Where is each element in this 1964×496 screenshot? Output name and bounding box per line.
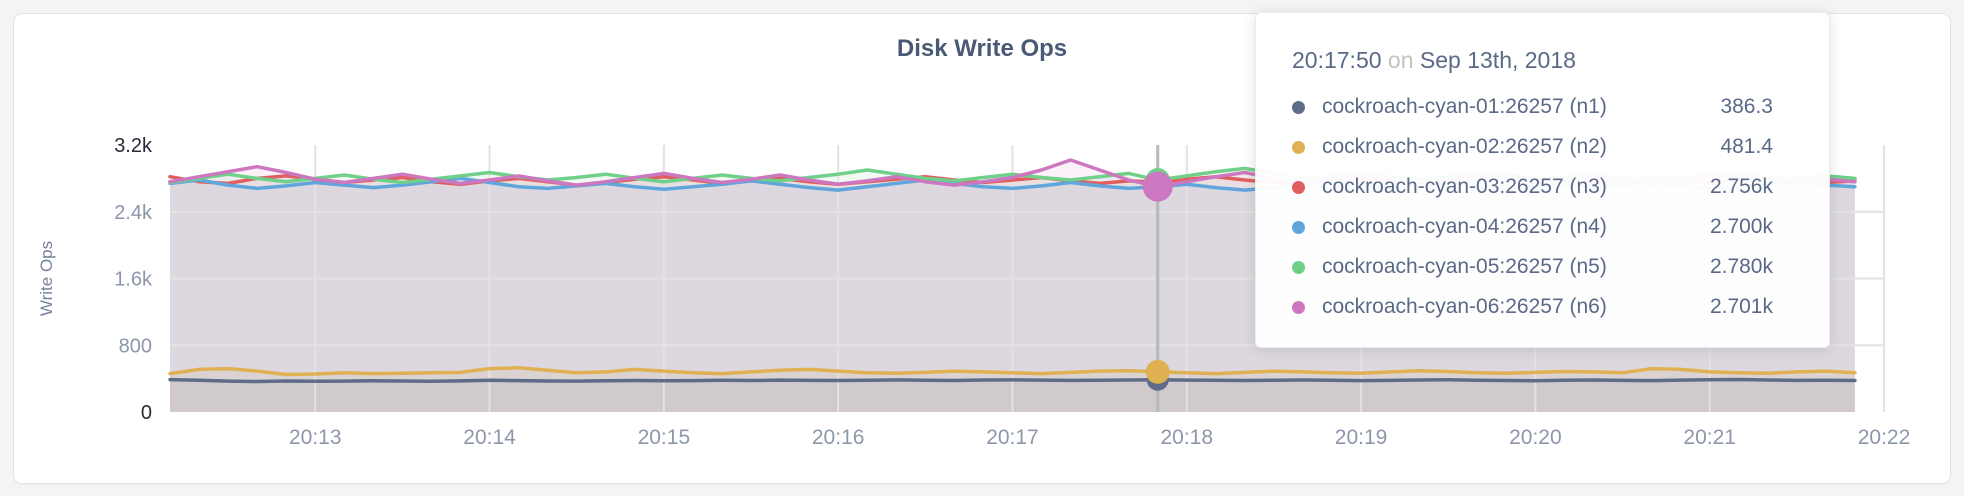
tooltip-row: cockroach-cyan-06:26257 (n6) 2.701k xyxy=(1292,287,1773,327)
series-label: cockroach-cyan-02:26257 (n2) xyxy=(1322,135,1607,158)
series-value: 481.4 xyxy=(1720,135,1773,158)
tooltip-row: cockroach-cyan-01:26257 (n1) 386.3 xyxy=(1292,87,1773,127)
series-label: cockroach-cyan-04:26257 (n4) xyxy=(1322,215,1607,238)
tooltip-row: cockroach-cyan-03:26257 (n3) 2.756k xyxy=(1292,167,1773,207)
y-axis-title: Write Ops xyxy=(37,241,56,316)
hover-point-n6 xyxy=(1142,171,1173,202)
series-color-dot xyxy=(1292,100,1305,114)
series-line-2 xyxy=(168,366,1857,377)
series-label: cockroach-cyan-03:26257 (n3) xyxy=(1322,175,1607,198)
tooltip-separator: on xyxy=(1387,47,1414,73)
x-tick-label: 20:16 xyxy=(812,426,865,449)
y-tick-label: 800 xyxy=(119,335,152,357)
x-tick-label: 20:19 xyxy=(1335,426,1388,449)
series-color-dot xyxy=(1292,300,1305,314)
series-value: 2.780k xyxy=(1709,255,1773,278)
series-value: 2.700k xyxy=(1709,215,1773,238)
series-color-dot xyxy=(1292,260,1305,274)
series-label: cockroach-cyan-05:26257 (n5) xyxy=(1322,255,1607,278)
series-color-dot xyxy=(1292,220,1305,234)
tooltip-date: Sep 13th, 2018 xyxy=(1419,47,1576,73)
tooltip-row: cockroach-cyan-02:26257 (n2) 481.4 xyxy=(1292,127,1773,167)
series-label: cockroach-cyan-01:26257 (n1) xyxy=(1322,95,1607,118)
series-label: cockroach-cyan-06:26257 (n6) xyxy=(1322,295,1607,318)
x-tick-label: 20:20 xyxy=(1509,426,1562,449)
tooltip-series-list: cockroach-cyan-01:26257 (n1) 386.3 cockroa… xyxy=(1292,87,1773,327)
y-tick-label: 0 xyxy=(141,402,152,424)
x-tick-label: 20:21 xyxy=(1683,426,1736,449)
series-color-dot xyxy=(1292,140,1305,154)
x-tick-label: 20:15 xyxy=(638,426,691,449)
y-tick-label: 3.2k xyxy=(114,135,153,157)
x-tick-label: 20:17 xyxy=(986,426,1039,449)
tooltip-row: cockroach-cyan-05:26257 (n5) 2.780k xyxy=(1292,247,1773,287)
tooltip-time: 20:17:50 xyxy=(1292,47,1382,73)
x-tick-label: 20:13 xyxy=(289,426,342,449)
series-value: 2.701k xyxy=(1709,295,1773,318)
hover-point-n2 xyxy=(1145,359,1170,384)
y-tick-label: 1.6k xyxy=(114,269,153,291)
chart-title: Disk Write Ops xyxy=(896,35,1068,62)
x-tick-label: 20:22 xyxy=(1858,426,1911,449)
x-tick-label: 20:14 xyxy=(463,426,516,449)
x-tick-label: 20:18 xyxy=(1160,426,1213,449)
y-tick-label: 2.4k xyxy=(114,202,153,224)
series-color-dot xyxy=(1292,180,1305,194)
tooltip-row: cockroach-cyan-04:26257 (n4) 2.700k xyxy=(1292,207,1773,247)
hover-tooltip: 20:17:50 on Sep 13th, 2018 cockroach-cya… xyxy=(1255,12,1830,348)
series-value: 386.3 xyxy=(1720,95,1773,118)
tooltip-header: 20:17:50 on Sep 13th, 2018 xyxy=(1292,45,1773,75)
series-line-1 xyxy=(168,377,1857,384)
series-value: 2.756k xyxy=(1709,175,1773,198)
